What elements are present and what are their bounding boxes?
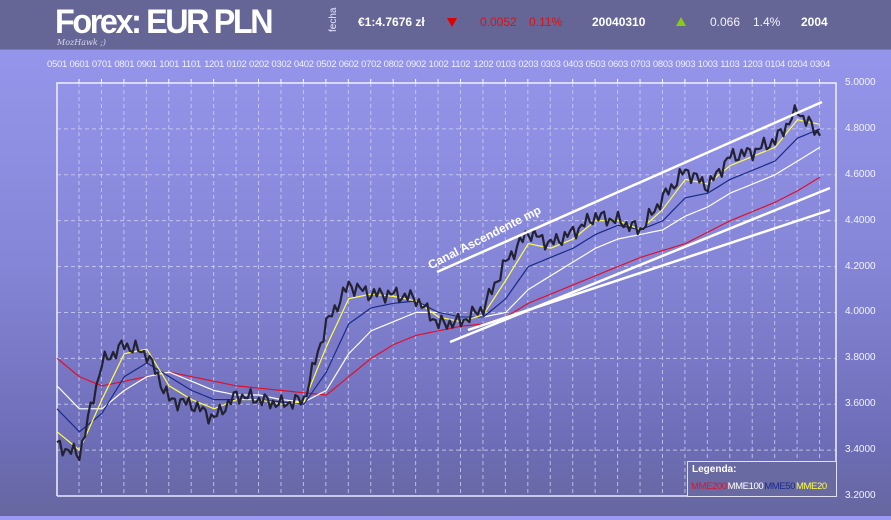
- x-tick-label: 0902: [406, 59, 426, 70]
- x-tick-label: 0703: [630, 59, 651, 70]
- year-change-percent: 1.4%: [753, 15, 781, 29]
- x-tick-label: 0303: [540, 59, 561, 70]
- x-tick-label: 1203: [742, 59, 763, 70]
- y-tick-label: 4.2000: [845, 260, 876, 272]
- y-tick-label: 3.8000: [845, 352, 876, 364]
- series-mme200: [56, 176, 821, 396]
- bottom-border: [0, 516, 891, 520]
- header-bar: Forex: EUR PLN MozHawk ;) fecha €1:4.767…: [0, 0, 891, 50]
- x-tick-label: 1101: [181, 59, 202, 70]
- y-tick-label: 4.6000: [845, 168, 876, 180]
- x-tick-label: 0103: [495, 59, 516, 70]
- series-mme100: [56, 146, 821, 410]
- y-tick-label: 4.4000: [845, 214, 876, 226]
- y-tick-label: 3.6000: [845, 398, 876, 410]
- x-tick-label: 1201: [204, 59, 225, 70]
- legend-items: MME200MME100MME50MME20: [691, 481, 828, 492]
- series-mme50: [56, 128, 821, 433]
- x-tick-label: 1003: [697, 59, 718, 70]
- x-tick-label: 1001: [159, 59, 180, 70]
- year-label: 2004: [801, 15, 828, 29]
- x-tick-label: 0602: [338, 59, 359, 70]
- x-tick-label: 0102: [226, 59, 247, 70]
- x-tick-label: 1002: [428, 59, 449, 70]
- y-tick-label: 4.8000: [845, 122, 876, 134]
- x-tick-label: 0104: [765, 59, 786, 70]
- y-tick-label: 4.0000: [845, 306, 876, 318]
- x-tick-label: 0502: [316, 59, 337, 70]
- quote-date: 20040310: [592, 15, 646, 29]
- x-tick-label: 0601: [69, 59, 90, 70]
- x-tick-label: 0702: [361, 59, 382, 70]
- x-tick-label: 0503: [585, 59, 606, 70]
- x-tick-label: 0203: [518, 59, 539, 70]
- x-tick-label: 0402: [293, 59, 314, 70]
- x-tick-label: 0304: [810, 59, 830, 70]
- legend-item: MME100: [727, 481, 764, 492]
- x-tick-label: 1102: [450, 59, 471, 70]
- legend-item: MME20: [795, 481, 827, 492]
- x-tick-label: 0701: [91, 59, 112, 70]
- x-tick-label: 0204: [787, 59, 808, 70]
- year-change-value: 0.066: [710, 15, 741, 29]
- legend-title: Legenda:: [692, 464, 737, 475]
- x-tick-label: 0802: [383, 59, 404, 70]
- legend: Legenda: MME200MME100MME50MME20: [687, 461, 837, 497]
- x-tick-label: 0901: [136, 59, 157, 70]
- x-tick-label: 0803: [652, 59, 673, 70]
- up-arrow-icon: [676, 17, 686, 26]
- x-tick-label: 1103: [720, 59, 740, 70]
- page-title: Forex: EUR PLN: [55, 3, 274, 41]
- y-tick-label: 3.2000: [845, 490, 876, 501]
- x-tick-label: 0501: [47, 59, 67, 70]
- x-tick-label: 0603: [608, 59, 628, 70]
- y-tick-label: 3.4000: [845, 444, 876, 456]
- x-tick-label: 0202: [248, 59, 269, 70]
- x-tick-label: 0302: [271, 59, 292, 70]
- author-signature: MozHawk ;): [57, 38, 107, 47]
- x-tick-label: 0903: [675, 59, 696, 70]
- legend-item: MME50: [764, 481, 795, 492]
- y-tick-label: 5.0000: [845, 77, 876, 88]
- daily-change-percent: 0.11%: [529, 15, 563, 29]
- exchange-rate: €1:4.7676 zł: [358, 15, 425, 29]
- down-arrow-icon: [447, 18, 457, 27]
- x-tick-label: 0801: [114, 59, 135, 70]
- series-eur/pln: [56, 104, 821, 462]
- x-tick-label: 1202: [473, 59, 494, 70]
- legend-item: MME200: [691, 481, 727, 492]
- daily-change-value: 0.0052: [480, 15, 517, 29]
- series-mme20: [56, 119, 821, 451]
- x-tick-label: 0403: [563, 59, 584, 70]
